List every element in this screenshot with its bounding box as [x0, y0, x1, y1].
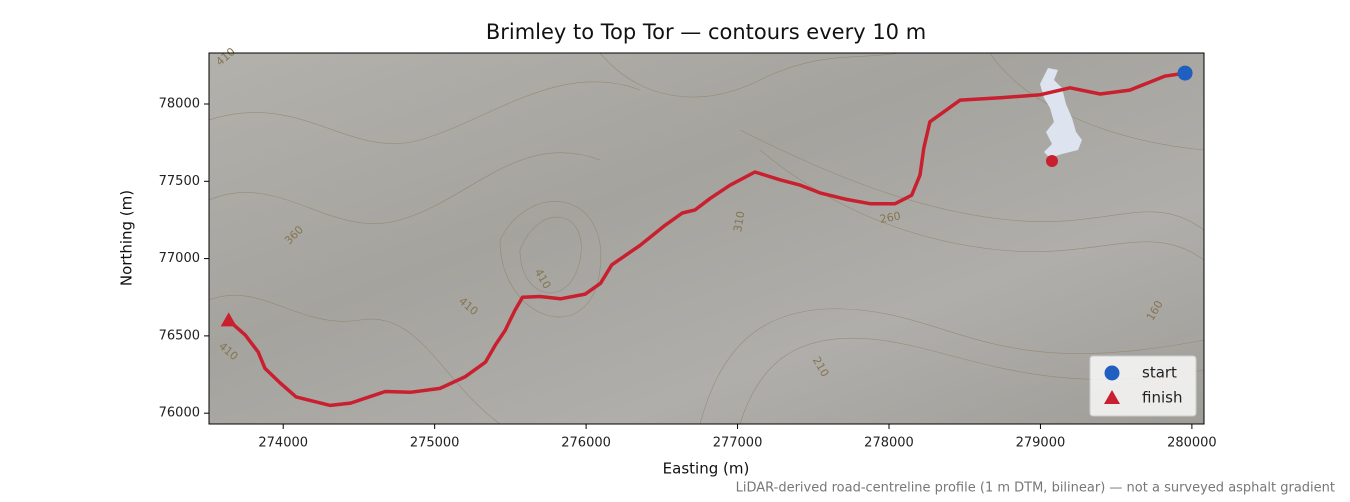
x-axis-label: Easting (m)	[663, 460, 750, 478]
legend: start finish	[1089, 355, 1197, 417]
finish-marker	[220, 312, 237, 327]
uk-outline	[1040, 68, 1082, 158]
route-line	[227, 71, 1186, 408]
axes-frame	[208, 52, 1205, 425]
locator-inset	[1040, 68, 1082, 167]
legend-swatch	[1104, 390, 1120, 404]
legend-label: start	[1142, 364, 1177, 382]
y-tick-label: 77000	[159, 251, 200, 266]
x-tick-label: 280000	[1167, 436, 1217, 451]
footnote: LiDAR-derived road-centreline profile (1…	[736, 481, 1335, 496]
y-tick-label: 78000	[159, 97, 200, 112]
x-tick-label: 274000	[258, 436, 308, 451]
y-axis-label: Northing (m)	[118, 190, 136, 286]
start-marker	[1177, 65, 1193, 81]
y-tick-label: 76000	[159, 406, 200, 421]
x-tick-label: 275000	[410, 436, 460, 451]
legend-label: finish	[1142, 389, 1182, 407]
chart-title: Brimley to Top Tor — contours every 10 m	[486, 20, 926, 44]
terrain	[209, 53, 1204, 424]
contour-label: 260	[879, 209, 902, 225]
x-tick-label: 279000	[1016, 436, 1066, 451]
contour-label: 310	[731, 210, 747, 233]
locator-dot	[1046, 155, 1058, 167]
x-tick-label: 278000	[864, 436, 914, 451]
y-tick-label: 77500	[159, 174, 200, 189]
y-tick-label: 76500	[159, 328, 200, 343]
x-tick-label: 276000	[561, 436, 611, 451]
legend-swatch	[1104, 365, 1120, 381]
x-tick-label: 277000	[713, 436, 763, 451]
